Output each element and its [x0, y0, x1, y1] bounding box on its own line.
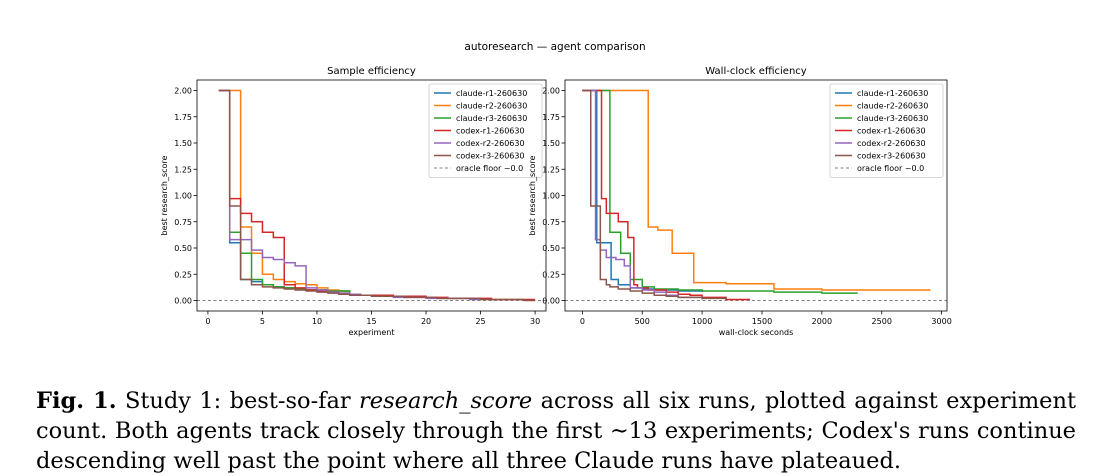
- legend-label: oracle floor ~0.0: [857, 164, 924, 173]
- y-tick-label: 0.50: [542, 244, 560, 253]
- series-line-codex-r2-260630: [582, 89, 703, 300]
- x-tick-label: 500: [635, 317, 650, 326]
- y-tick-label: 0.75: [542, 218, 560, 227]
- plot-frame: [196, 79, 547, 312]
- legend-label: claude-r3-260630: [456, 114, 527, 123]
- legend-label: claude-r1-260630: [456, 89, 527, 98]
- series-line-codex-r1-260630: [582, 89, 751, 301]
- x-tick-label: 25: [475, 317, 485, 326]
- legend-label: oracle floor ~0.0: [456, 164, 523, 173]
- series-line-codex-r3-260630: [218, 89, 536, 302]
- plot-frame: [564, 79, 948, 312]
- x-axis-label: experiment: [349, 328, 395, 337]
- x-tick-label: 0: [205, 317, 210, 326]
- x-tick-label: 5: [260, 317, 265, 326]
- series-line-claude-r2-260630: [218, 89, 351, 293]
- series-line-codex-r3-260630: [582, 89, 727, 300]
- x-tick-label: 15: [366, 317, 376, 326]
- y-tick-label: 0.50: [174, 244, 192, 253]
- caption-text-after: across all six runs, plotted against exp…: [36, 388, 1077, 474]
- caption-text-before: Study 1: best-so-far: [116, 388, 360, 414]
- y-tick-label: 1.00: [542, 192, 560, 201]
- legend-label: codex-r3-260630: [456, 152, 525, 161]
- legend-label: codex-r2-260630: [857, 139, 926, 148]
- caption-label: Fig. 1.: [36, 388, 117, 414]
- legend-label: codex-r1-260630: [456, 127, 525, 136]
- y-tick-label: 0.25: [542, 270, 560, 279]
- legend-box: [829, 83, 944, 178]
- y-tick-label: 0.25: [174, 270, 192, 279]
- y-tick-label: 1.50: [174, 139, 192, 148]
- y-tick-label: 0.00: [174, 297, 192, 306]
- sample-efficiency-panel: Sample efficiency 0.00 0.25 0.50 0.75 1.00 1.2…: [160, 66, 547, 337]
- figure: autoresearch — agent comparison Sample e…: [160, 41, 952, 337]
- y-tick-label: 1.00: [174, 192, 192, 201]
- y-axis-label: best research_score: [160, 155, 169, 235]
- x-tick-label: 20: [421, 317, 431, 326]
- caption-italic-term: research_score: [359, 388, 533, 414]
- y-axis-label: best research_score: [528, 155, 537, 235]
- y-tick-label: 1.25: [174, 165, 192, 174]
- panel-title: Wall-clock efficiency: [705, 66, 806, 77]
- x-tick-label: 3000: [931, 317, 951, 326]
- legend-label: codex-r3-260630: [857, 152, 926, 161]
- legend-box: [428, 83, 543, 178]
- y-tick-label: 1.75: [174, 113, 192, 122]
- x-tick-label: 0: [580, 317, 585, 326]
- y-tick-label: 1.25: [542, 165, 560, 174]
- y-tick-label: 1.75: [542, 113, 560, 122]
- panel-title: Sample efficiency: [327, 66, 416, 77]
- plot-area: [197, 89, 546, 302]
- x-tick-label: 30: [530, 317, 540, 326]
- x-axis-label: wall-clock seconds: [719, 328, 794, 337]
- x-tick-label: 10: [312, 317, 322, 326]
- series-line-claude-r2-260630: [582, 89, 931, 292]
- legend-label: claude-r2-260630: [857, 102, 928, 111]
- x-tick-label: 1500: [752, 317, 772, 326]
- x-tick-label: 2000: [812, 317, 832, 326]
- x-tick-label: 1000: [692, 317, 712, 326]
- y-tick-label: 2.00: [542, 87, 560, 96]
- legend-label: claude-r1-260630: [857, 89, 928, 98]
- y-tick-label: 0.75: [174, 218, 192, 227]
- x-tick-label: 2500: [872, 317, 892, 326]
- y-tick-label: 0.00: [542, 297, 560, 306]
- series-line-claude-r3-260630: [582, 89, 858, 294]
- legend-label: codex-r2-260630: [456, 139, 525, 148]
- legend-label: claude-r2-260630: [456, 102, 527, 111]
- y-tick-label: 2.00: [174, 87, 192, 96]
- wall-clock-efficiency-panel: Wall-clock efficiency 0.00 0.25 0.50 0.75 1.0…: [528, 66, 952, 337]
- plot-area: [565, 89, 947, 301]
- legend-label: codex-r1-260630: [857, 127, 926, 136]
- figure-caption: Fig. 1. Study 1: best-so-far research_sc…: [36, 386, 1076, 476]
- legend-label: claude-r3-260630: [857, 114, 928, 123]
- figure-suptitle: autoresearch — agent comparison: [464, 41, 645, 53]
- y-tick-label: 1.50: [542, 139, 560, 148]
